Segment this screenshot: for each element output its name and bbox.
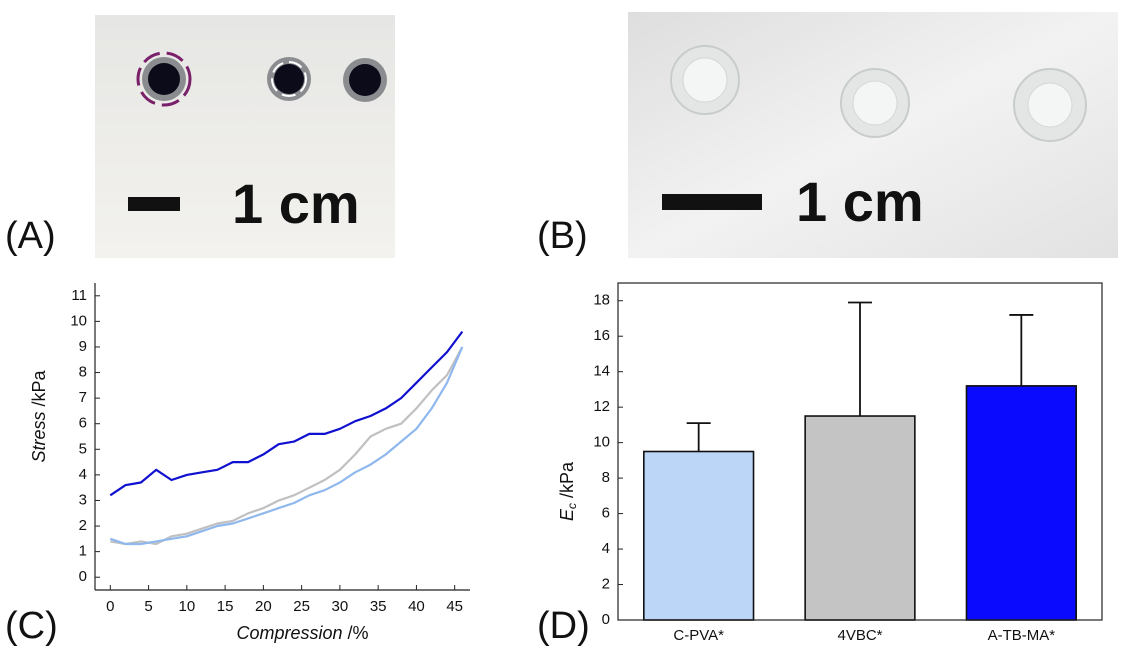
- sample-core: [274, 64, 304, 94]
- y-tick-label: 16: [593, 327, 610, 344]
- sample-core: [349, 64, 381, 96]
- photo-a: 1 cm (A): [5, 15, 395, 258]
- y-tick-label: 1: [79, 543, 87, 560]
- x-tick-label: C-PVA*: [673, 627, 724, 644]
- y-tick-label: 4: [602, 540, 610, 557]
- x-tick-label: 40: [408, 598, 425, 615]
- photo-bg: [95, 15, 395, 258]
- x-tick-label: 4VBC*: [837, 627, 882, 644]
- panel-label: (A): [5, 215, 56, 257]
- x-axis-label: Compression /%: [236, 623, 368, 643]
- y-tick-label: 2: [79, 517, 87, 534]
- y-tick-label: 9: [79, 338, 87, 355]
- y-tick-label: 5: [79, 440, 87, 457]
- photo-b: 1 cm (B): [537, 12, 1118, 258]
- y-tick-label: 14: [593, 363, 610, 380]
- bar: [965, 385, 1077, 621]
- y-axis-label: Stress/kPa: [29, 370, 49, 463]
- label-part: Compression: [236, 623, 342, 643]
- y-tick-label: 10: [593, 434, 610, 451]
- sample-core: [1027, 82, 1073, 128]
- y-tick-label: 10: [70, 312, 87, 329]
- x-tick-label: 20: [255, 598, 272, 615]
- label-part: c: [565, 503, 579, 509]
- x-tick-label: 0: [106, 598, 114, 615]
- y-tick-label: 6: [79, 415, 87, 432]
- bar: [804, 415, 916, 621]
- panel-label: (B): [537, 215, 588, 257]
- bar: [643, 450, 755, 621]
- line-series: [109, 346, 464, 546]
- sample-core: [148, 63, 180, 95]
- y-tick-label: 6: [602, 505, 610, 522]
- scale-bar: [662, 194, 762, 210]
- panel-label: (C): [5, 605, 58, 647]
- highlight: [271, 61, 307, 97]
- y-tick-label: 0: [602, 611, 610, 628]
- scale-bar: [128, 197, 180, 211]
- label-part: /kPa: [29, 370, 49, 407]
- highlight: [136, 51, 192, 107]
- y-tick-label: 12: [593, 398, 610, 415]
- sample-core: [682, 57, 728, 103]
- x-tick-label: 10: [178, 598, 195, 615]
- y-tick-label: 0: [79, 568, 87, 585]
- y-tick-label: 8: [602, 469, 610, 486]
- line-series: [110, 346, 464, 546]
- scale-text: 1 cm: [232, 172, 360, 235]
- x-tick-label: 5: [144, 598, 152, 615]
- y-tick-label: 2: [602, 575, 610, 592]
- label-part: /kPa: [557, 461, 577, 498]
- sample-core: [852, 80, 898, 126]
- label-part: E: [557, 508, 577, 521]
- scale-text: 1 cm: [796, 170, 924, 233]
- y-tick-label: 11: [71, 287, 87, 304]
- x-tick-label: A-TB-MA*: [988, 627, 1056, 644]
- x-tick-label: 15: [217, 598, 234, 615]
- y-tick-label: 18: [593, 292, 610, 309]
- plot-frame: [617, 282, 1103, 621]
- x-tick-label: 45: [446, 598, 463, 615]
- y-tick-label: 4: [79, 466, 87, 483]
- x-tick-label: 25: [293, 598, 310, 615]
- line-series: [109, 330, 464, 497]
- panel-label: (D): [537, 605, 590, 647]
- y-tick-label: 3: [79, 491, 87, 508]
- y-tick-label: 7: [79, 389, 87, 406]
- x-tick-label: 30: [332, 598, 349, 615]
- x-tick-label: 35: [370, 598, 387, 615]
- y-axis-label: Ec/kPa: [557, 461, 579, 521]
- y-tick-label: 8: [79, 364, 87, 381]
- label-part: Stress: [29, 412, 49, 463]
- label-part: /%: [348, 623, 369, 643]
